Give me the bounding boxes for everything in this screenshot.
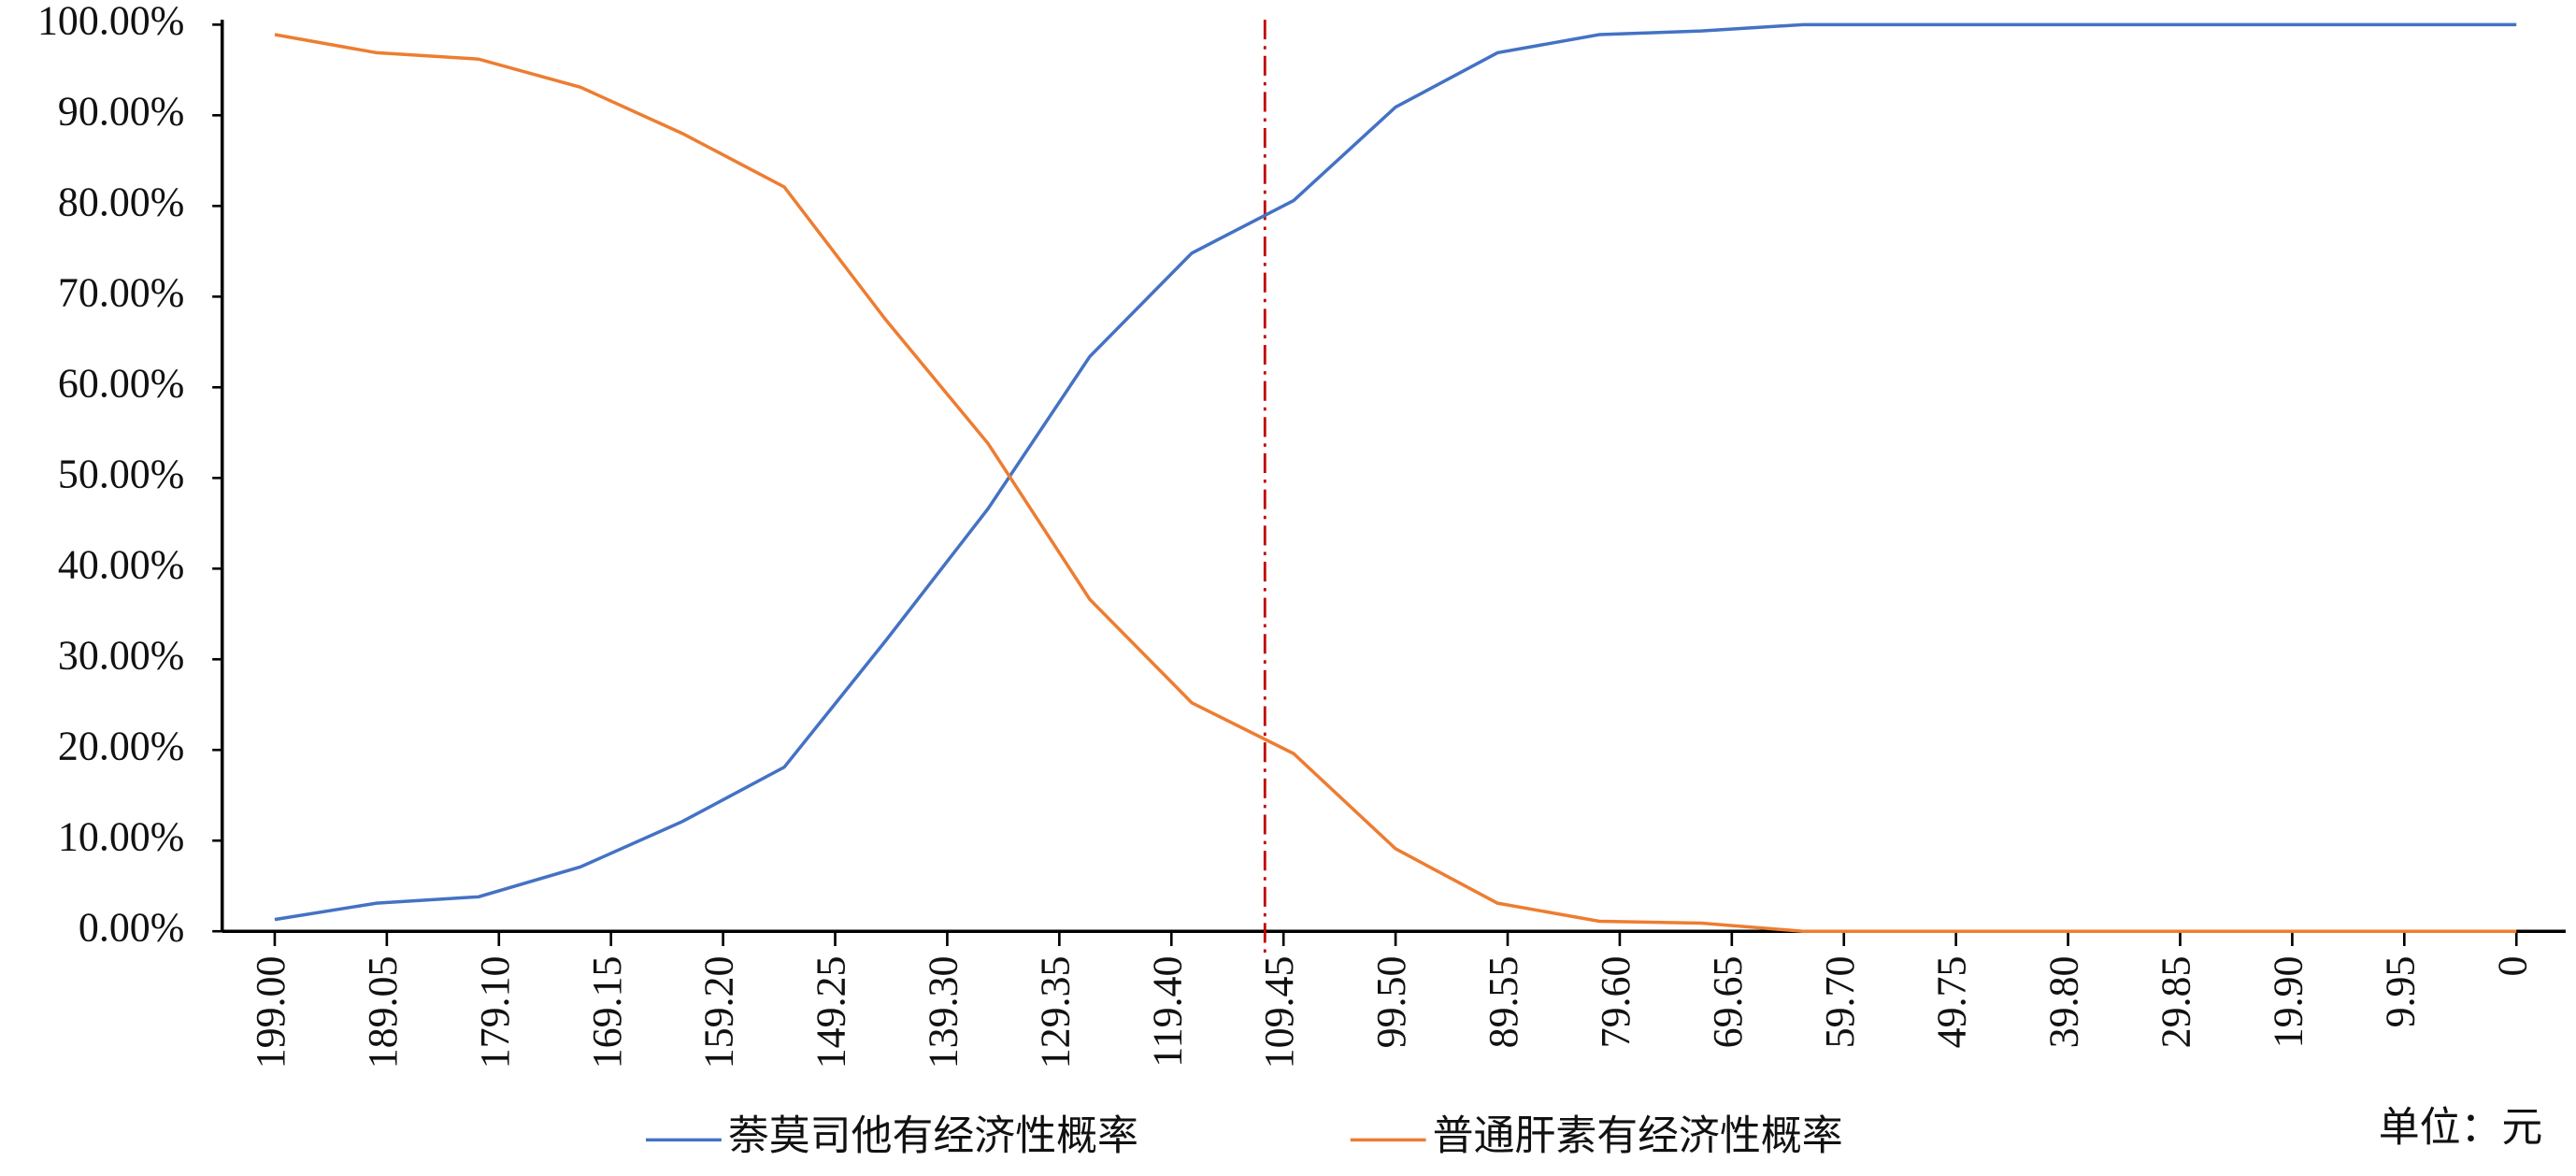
y-tick-label: 100.00% — [37, 0, 184, 43]
x-tick-label: 39.80 — [2041, 956, 2087, 1049]
x-tick-label: 199.00 — [248, 956, 293, 1069]
x-tick-label: 99.50 — [1368, 956, 1414, 1049]
x-tick-label: 109.45 — [1256, 956, 1302, 1069]
x-tick-label: 129.35 — [1032, 956, 1078, 1069]
y-tick-label: 30.00% — [58, 632, 184, 678]
x-tick-label: 169.15 — [584, 956, 630, 1069]
x-tick-label: 59.70 — [1817, 956, 1863, 1049]
series-line — [274, 33, 2517, 933]
x-tick-label: 89.55 — [1481, 956, 1526, 1049]
x-tick-label: 139.30 — [921, 956, 966, 1069]
y-tick-label: 50.00% — [58, 451, 184, 496]
x-tick-label: 0 — [2489, 956, 2535, 977]
x-tick-label: 189.05 — [360, 956, 406, 1069]
unit-annotation: 单位：元 — [2379, 1105, 2543, 1151]
x-tick-label: 119.40 — [1144, 956, 1190, 1068]
y-tick-label: 80.00% — [58, 179, 184, 224]
y-tick-label: 10.00% — [58, 813, 184, 859]
series-line — [274, 22, 2517, 922]
y-tick-label: 40.00% — [58, 541, 184, 587]
legend-label: 萘莫司他有经济性概率 — [728, 1112, 1138, 1158]
x-tick-label: 9.95 — [2377, 956, 2423, 1028]
y-tick-label: 90.00% — [58, 88, 184, 134]
x-tick-label: 69.65 — [1705, 956, 1751, 1049]
y-tick-label: 60.00% — [58, 360, 184, 406]
y-tick-label: 20.00% — [58, 723, 184, 768]
y-tick-label: 0.00% — [79, 904, 184, 950]
x-tick-label: 19.90 — [2265, 956, 2311, 1049]
y-tick-label: 70.00% — [58, 269, 184, 315]
x-tick-label: 79.60 — [1593, 956, 1639, 1049]
x-tick-label: 159.20 — [696, 956, 742, 1069]
x-tick-label: 29.85 — [2154, 956, 2199, 1049]
x-tick-label: 179.10 — [472, 956, 518, 1069]
x-tick-label: 49.75 — [1929, 956, 1975, 1049]
x-tick-label: 149.25 — [809, 956, 854, 1069]
legend-label: 普通肝素有经济性概率 — [1433, 1112, 1843, 1158]
